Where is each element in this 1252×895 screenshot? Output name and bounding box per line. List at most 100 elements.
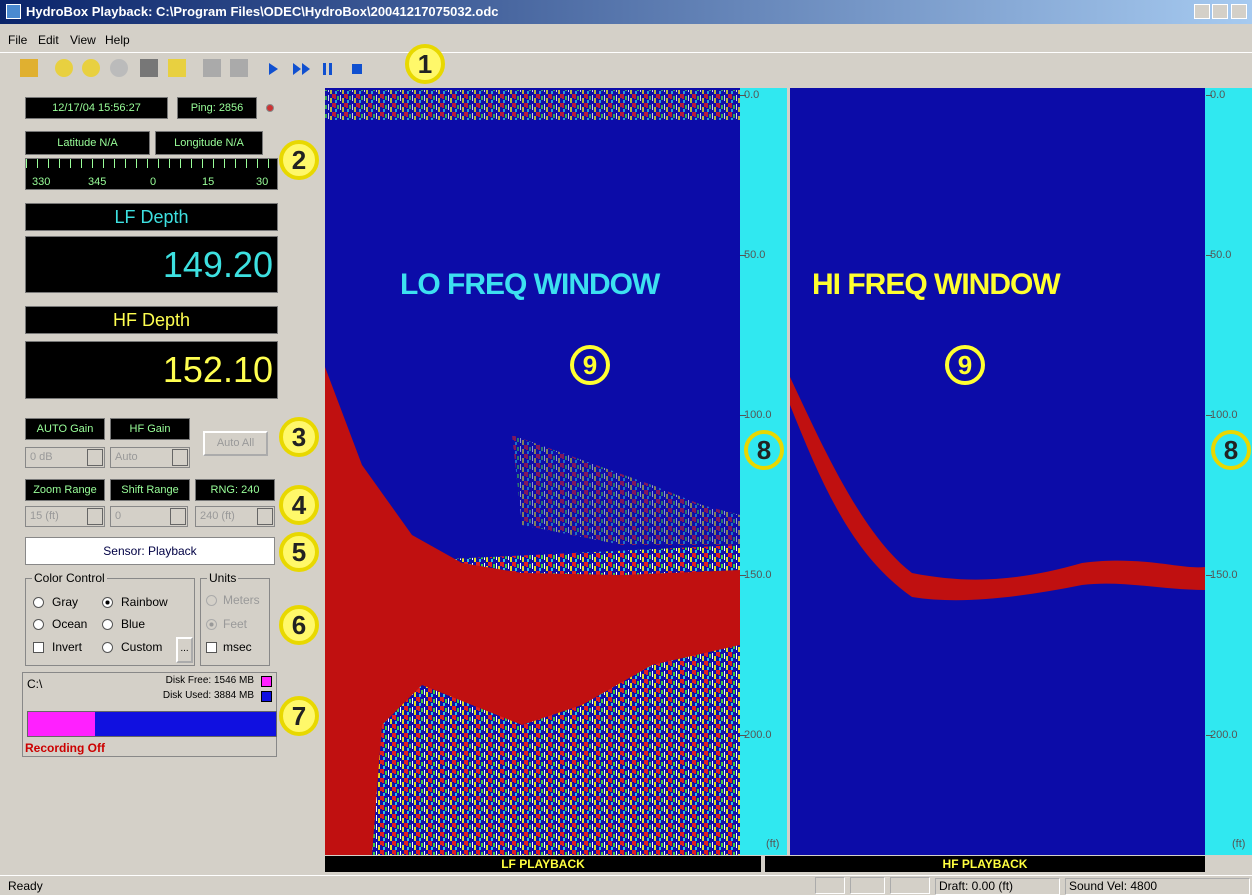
menu-item[interactable]: Edit bbox=[38, 33, 59, 47]
scale-label: 150.0 bbox=[1210, 569, 1238, 581]
radio-label: Blue bbox=[121, 617, 146, 631]
radio-button[interactable] bbox=[102, 642, 113, 653]
lf-footer-bar bbox=[325, 856, 761, 872]
radio-button[interactable] bbox=[206, 595, 217, 606]
find-next-icon[interactable] bbox=[82, 59, 100, 77]
hf-depth-value: 152.10 bbox=[25, 341, 278, 399]
datetime-display: 12/17/04 15:56:27 bbox=[25, 97, 168, 119]
title-bar: HydroBox Playback: C:\Program Files\ODEC… bbox=[0, 0, 1252, 24]
checkbox-label: Invert bbox=[52, 640, 83, 654]
radio-button-selected[interactable] bbox=[102, 597, 113, 608]
scale-label: 100.0 bbox=[1210, 409, 1238, 421]
help-icon[interactable] bbox=[168, 59, 186, 77]
disk-panel: C:\ Disk Free: 1546 MB Disk Used: 3884 M… bbox=[22, 672, 277, 757]
status-bar: Ready Draft: 0.00 (ft) Sound Vel: 4800 bbox=[0, 875, 1252, 895]
scale-label: 200.0 bbox=[744, 729, 772, 741]
auto-gain-button[interactable]: AUTO Gain bbox=[25, 418, 105, 440]
radio-label: Rainbow bbox=[121, 595, 168, 609]
drive-label: C:\ bbox=[27, 677, 43, 691]
auto-all-button[interactable]: Auto All bbox=[203, 431, 268, 456]
scale-tick bbox=[740, 415, 746, 416]
disk-free-label: Disk Free: 1546 MB bbox=[165, 675, 254, 686]
scale-tick bbox=[1206, 255, 1212, 256]
scale-label: 50.0 bbox=[744, 249, 766, 261]
scale-tick bbox=[740, 95, 746, 96]
radio-button[interactable] bbox=[102, 619, 113, 630]
shift-range-button[interactable]: Shift Range bbox=[110, 479, 190, 501]
scale-unit: (ft) bbox=[1232, 838, 1246, 850]
hf-gain-button[interactable]: HF Gain bbox=[110, 418, 190, 440]
zoom-range-button[interactable]: Zoom Range bbox=[25, 479, 105, 501]
playback-controls bbox=[269, 63, 362, 75]
scale-label: 100.0 bbox=[744, 409, 772, 421]
play-button[interactable] bbox=[269, 63, 278, 75]
callout: 3 bbox=[279, 417, 319, 457]
ping-display: Ping: 2856 bbox=[177, 97, 257, 119]
pause-button[interactable] bbox=[329, 63, 332, 75]
print-icon[interactable] bbox=[140, 59, 158, 77]
disk-used-label: Disk Used: 3884 MB bbox=[162, 690, 254, 701]
checkbox[interactable] bbox=[206, 642, 217, 653]
checkbox-label: msec bbox=[223, 640, 252, 654]
zoom-icon[interactable] bbox=[110, 59, 128, 77]
marker-icon[interactable] bbox=[230, 59, 248, 77]
latitude-display: Latitude N/A bbox=[25, 131, 150, 155]
checkbox[interactable] bbox=[33, 642, 44, 653]
callout: 5 bbox=[279, 532, 319, 572]
compass-strip: 330 345 0 15 30 bbox=[25, 158, 278, 190]
close-button[interactable] bbox=[1231, 4, 1247, 19]
pause-button[interactable] bbox=[323, 63, 326, 75]
menu-item[interactable]: Help bbox=[105, 33, 130, 47]
shift-input[interactable]: 0 bbox=[110, 506, 188, 527]
scale-tick bbox=[1206, 735, 1212, 736]
compass-label: 345 bbox=[88, 176, 107, 188]
find-icon[interactable] bbox=[55, 59, 73, 77]
scale-tick bbox=[740, 735, 746, 736]
sensor-display: Sensor: Playback bbox=[25, 537, 275, 565]
callout: 6 bbox=[279, 605, 319, 645]
color-control-group: Color Control Gray Rainbow Ocean Blue In… bbox=[25, 571, 195, 666]
stop-button[interactable] bbox=[352, 64, 362, 74]
gain-dropdown[interactable]: 0 dB bbox=[25, 447, 105, 468]
menu-item[interactable]: File bbox=[8, 33, 28, 47]
scale-tick bbox=[1206, 95, 1212, 96]
lf-bottom-echo bbox=[325, 367, 740, 855]
menu-item[interactable]: View bbox=[70, 33, 96, 47]
marker-icon[interactable] bbox=[203, 59, 221, 77]
minimize-button[interactable] bbox=[1194, 4, 1210, 19]
toolbar bbox=[0, 52, 1252, 84]
range-button[interactable]: RNG: 240 bbox=[195, 479, 275, 501]
hf-bottom-echo bbox=[790, 377, 1205, 601]
scale-tick bbox=[740, 255, 746, 256]
zoom-dropdown[interactable]: 15 (ft) bbox=[25, 506, 105, 527]
window-title: HydroBox Playback: C:\Program Files\ODEC… bbox=[26, 4, 499, 19]
hf-scale bbox=[1205, 88, 1252, 855]
callout: 8 bbox=[1211, 430, 1251, 470]
hf-echogram bbox=[790, 88, 1205, 855]
status-text: Ready bbox=[8, 879, 43, 893]
group-title: Units bbox=[207, 571, 239, 585]
echogram-display bbox=[325, 88, 1252, 872]
compass-label: 30 bbox=[256, 176, 269, 188]
fast-forward-button[interactable] bbox=[302, 63, 310, 75]
hf-footer-bar bbox=[765, 856, 1205, 872]
maximize-button[interactable] bbox=[1212, 4, 1228, 19]
radio-button[interactable] bbox=[33, 597, 44, 608]
open-icon[interactable] bbox=[20, 59, 38, 77]
scale-label: 50.0 bbox=[1210, 249, 1232, 261]
radio-button[interactable] bbox=[33, 619, 44, 630]
status-pane bbox=[890, 877, 930, 894]
compass-label: 330 bbox=[32, 176, 51, 188]
draft-text: Draft: 0.00 (ft) bbox=[935, 878, 1060, 895]
callout: 9 bbox=[945, 345, 985, 385]
fast-forward-button[interactable] bbox=[293, 63, 301, 75]
scale-label: 150.0 bbox=[744, 569, 772, 581]
scale-label: 0.0 bbox=[1210, 89, 1226, 101]
range-dropdown[interactable]: 240 (ft) bbox=[195, 506, 275, 527]
recording-status: Recording Off bbox=[25, 741, 105, 755]
custom-color-button[interactable]: ... bbox=[176, 637, 193, 663]
radio-button-selected[interactable] bbox=[206, 619, 217, 630]
hf-gain-dropdown[interactable]: Auto bbox=[110, 447, 190, 468]
scale-label: 200.0 bbox=[1210, 729, 1238, 741]
